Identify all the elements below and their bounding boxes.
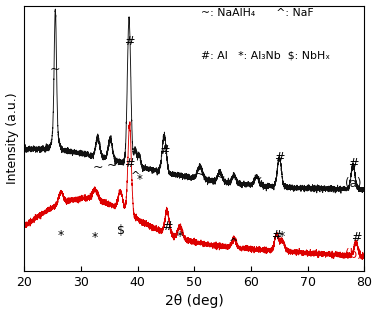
Text: ~: ~ [106, 159, 117, 171]
Text: #: # [348, 157, 358, 170]
Text: #: # [159, 144, 169, 157]
Text: #: # [271, 229, 282, 242]
Text: ^: ^ [131, 171, 140, 181]
Text: *: * [136, 173, 142, 186]
X-axis label: 2θ (deg): 2θ (deg) [165, 295, 224, 308]
Text: ~: ~ [215, 171, 225, 183]
Text: ~: ~ [251, 172, 262, 185]
Text: ~: ~ [93, 161, 103, 174]
Text: *: * [92, 231, 98, 245]
Text: (b): (b) [345, 248, 362, 261]
Text: $: $ [116, 224, 124, 236]
Text: *: * [58, 229, 64, 242]
Text: #: # [274, 150, 285, 164]
Text: (a): (a) [345, 177, 362, 190]
Text: #: # [124, 157, 135, 170]
Text: #: # [162, 219, 172, 233]
Text: #: Al   *: Al₃Nb  $: NbHₓ: #: Al *: Al₃Nb $: NbHₓ [201, 51, 330, 61]
Text: *: * [279, 230, 285, 243]
Text: ~: NaAlH₄      ^: NaF: ~: NaAlH₄ ^: NaF [201, 8, 314, 18]
Text: ^: ^ [229, 238, 239, 248]
Text: ~: ~ [50, 63, 60, 76]
Text: ~: ~ [195, 168, 205, 181]
Text: *: * [177, 230, 183, 243]
Text: #: # [124, 35, 134, 48]
Y-axis label: Intensity (a.u.): Intensity (a.u.) [6, 93, 19, 184]
Text: #: # [351, 231, 361, 245]
